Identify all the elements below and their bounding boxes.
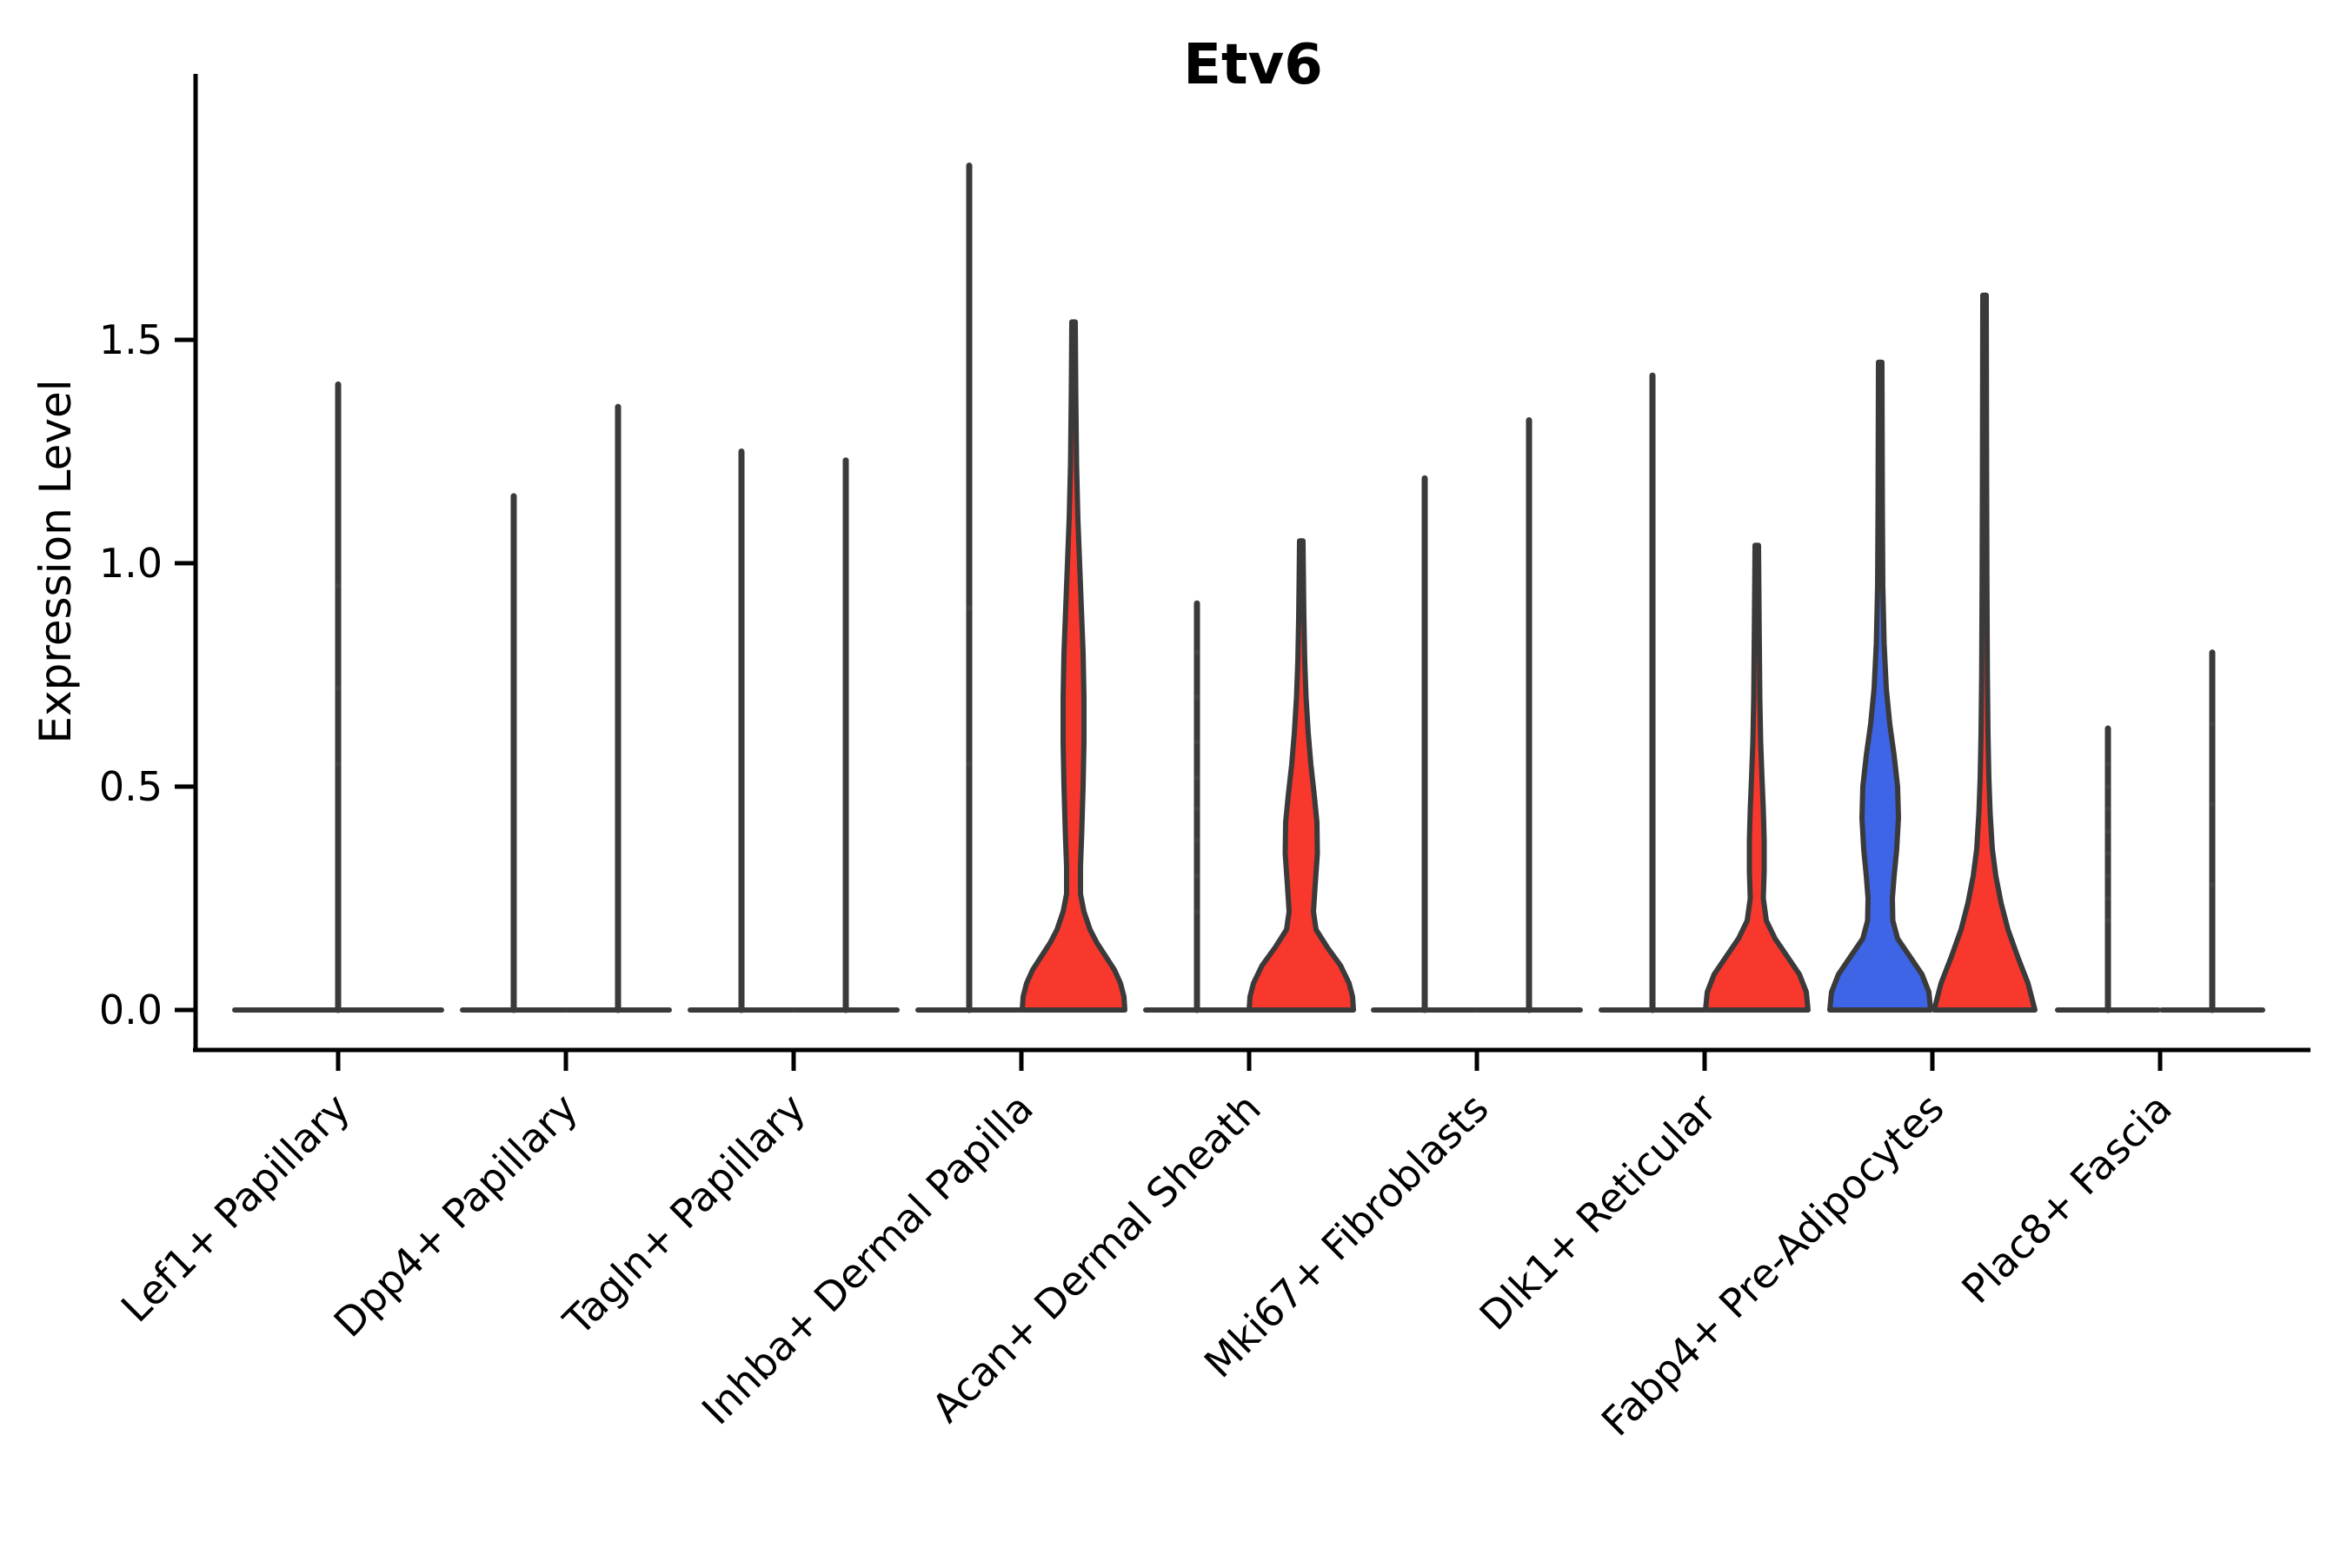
cell-point [966, 761, 973, 767]
y-tick-label: 1.0 [99, 540, 163, 587]
cell-point [1193, 774, 1200, 781]
cell-point [1193, 908, 1200, 915]
x-tick-label: Dpp4+ Papillary [325, 1085, 587, 1346]
cell-point [335, 582, 342, 588]
cell-point [1193, 806, 1200, 812]
y-axis-label: Expression Level [30, 379, 81, 744]
cell-point [335, 685, 342, 692]
cell-point [2209, 801, 2216, 807]
cell-point [2104, 828, 2111, 834]
cell-point [1193, 694, 1200, 701]
cell-point [2104, 850, 2111, 857]
violin-filled-dlk1-right [1703, 542, 1811, 1013]
x-tick-label: Tagln+ Papillary [554, 1085, 814, 1345]
violin-filled-acan-right [1247, 538, 1356, 1013]
cell-point [1193, 873, 1200, 879]
cell-point [2104, 918, 2111, 924]
cell-point [1193, 649, 1200, 655]
y-tick-label: 0.5 [99, 763, 163, 810]
cell-point [335, 761, 342, 767]
x-tick-label: Plac8+ Fascia [1952, 1085, 2180, 1312]
violin-filled-fabp4-left [1827, 359, 1933, 1013]
cell-point [2104, 895, 2111, 901]
y-tick-label: 1.5 [99, 316, 163, 363]
cell-point [966, 605, 973, 611]
cell-point [1193, 837, 1200, 843]
cell-point [2209, 881, 2216, 888]
cell-point [2104, 873, 2111, 879]
cell-point [2209, 721, 2216, 728]
violin-filled-inhba-right [1020, 319, 1127, 1013]
x-tick-label: Dlk1+ Reticular [1471, 1085, 1725, 1339]
cell-point [2104, 783, 2111, 790]
y-tick-label: 0.0 [99, 987, 163, 1033]
cell-point [2104, 806, 2111, 812]
cell-point [2104, 761, 2111, 767]
cell-point [1193, 739, 1200, 745]
x-tick-label: Lef1+ Papillary [112, 1085, 359, 1332]
chart-title: Etv6 [1183, 33, 1323, 97]
violin-filled-fabp4-right [1931, 292, 2038, 1013]
